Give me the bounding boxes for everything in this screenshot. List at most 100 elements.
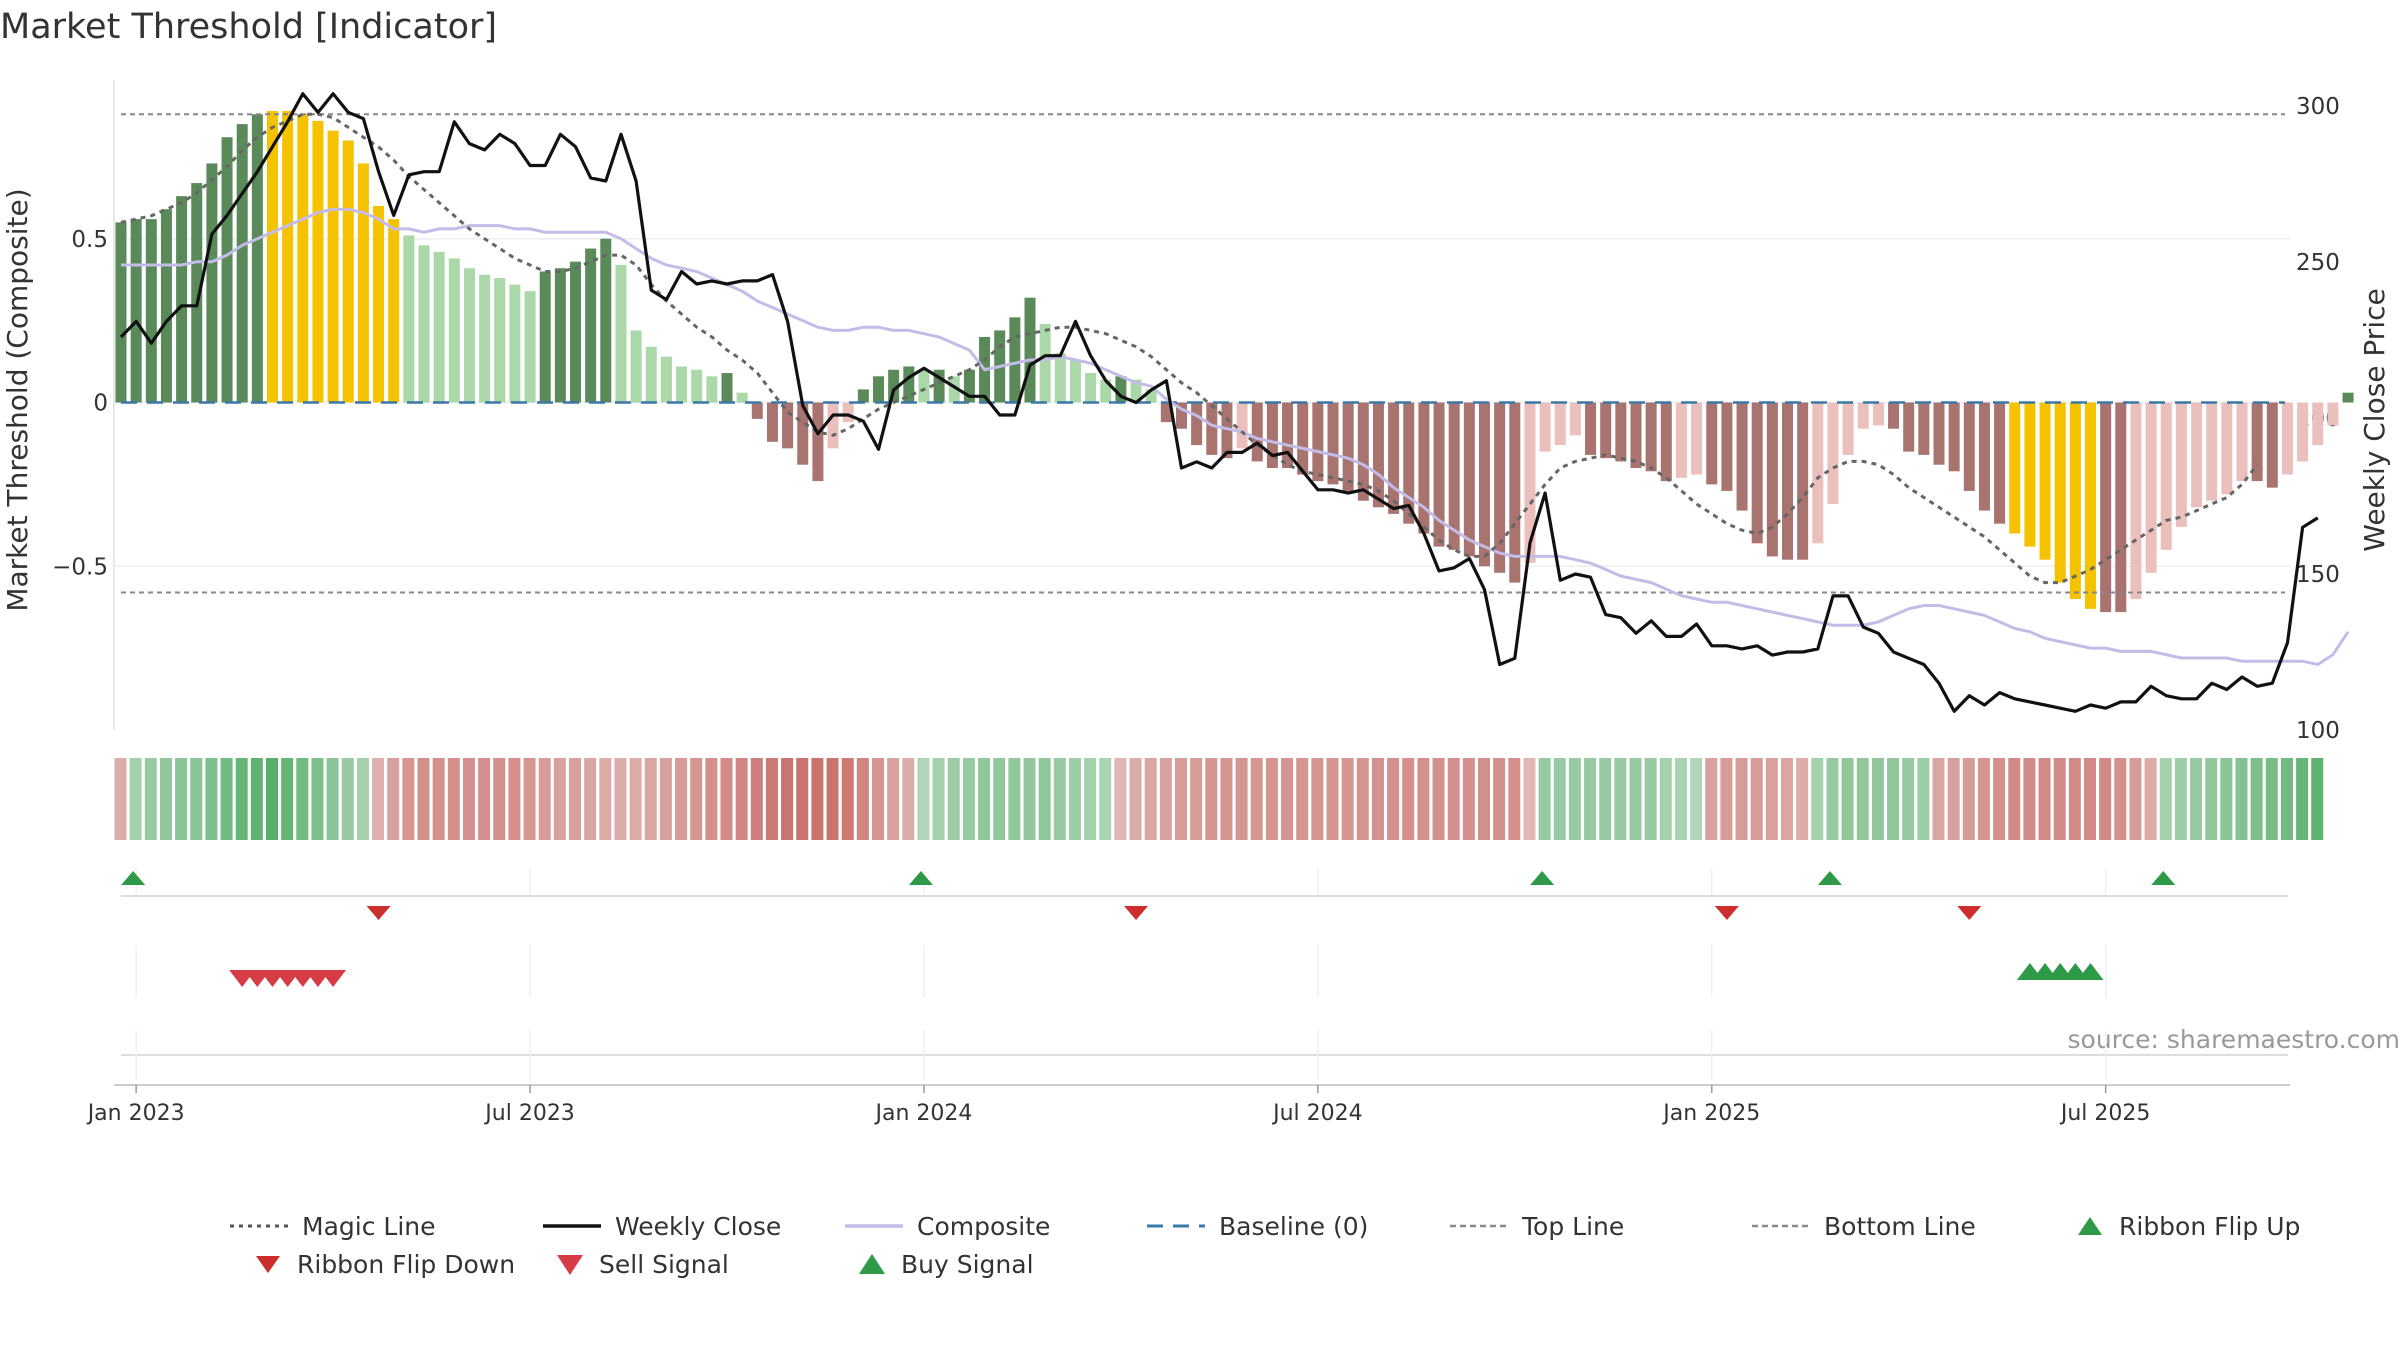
ribbon-cell bbox=[644, 758, 657, 840]
ribbon-cell bbox=[1493, 758, 1506, 840]
ribbon-cell bbox=[1371, 758, 1384, 840]
ribbon-cell bbox=[1796, 758, 1809, 840]
composite-bar bbox=[160, 209, 172, 403]
composite-bar bbox=[1357, 402, 1369, 501]
ribbon-cell bbox=[311, 758, 324, 840]
ribbon-flip-down-marker bbox=[366, 906, 391, 920]
solid-line-swatch-icon bbox=[543, 1224, 601, 1228]
composite-bar bbox=[1388, 402, 1400, 514]
composite-bar bbox=[282, 111, 294, 403]
ribbon-cell bbox=[2190, 758, 2203, 840]
source-note: source: sharemaestro.com bbox=[2068, 1025, 2400, 1054]
ribbon-cell bbox=[1644, 758, 1657, 840]
legend-item-top-line: Top Line bbox=[1450, 1210, 1624, 1242]
legend-item-baseline: Baseline (0) bbox=[1147, 1210, 1368, 1242]
ribbon-cell bbox=[2235, 758, 2248, 840]
ribbon-cell bbox=[1553, 758, 1566, 840]
ribbon-cell bbox=[917, 758, 930, 840]
composite-bar bbox=[1994, 402, 2006, 524]
dotted-line-swatch-icon bbox=[230, 1224, 288, 1228]
left-tick-label: 0.5 bbox=[71, 227, 108, 253]
ribbon-cell bbox=[266, 758, 278, 840]
ribbon-cell bbox=[887, 758, 900, 840]
ribbon-cell bbox=[2220, 758, 2233, 840]
composite-bar bbox=[1948, 402, 1960, 472]
composite-bar bbox=[1963, 402, 1975, 491]
ribbon-cell bbox=[478, 758, 491, 840]
legend-label: Ribbon Flip Down bbox=[297, 1249, 516, 1279]
ribbon-cell bbox=[1568, 758, 1581, 840]
ribbon-cell bbox=[781, 758, 794, 840]
ribbon-cell bbox=[1159, 758, 1172, 840]
ribbon-cell bbox=[1447, 758, 1460, 840]
ribbon-cell bbox=[1402, 758, 1415, 840]
composite-bar bbox=[2100, 402, 2112, 613]
composite-bar bbox=[1115, 376, 1127, 403]
ribbon-cell bbox=[1084, 758, 1097, 840]
composite-bar bbox=[2115, 402, 2127, 613]
ribbon-cell bbox=[1856, 758, 1869, 840]
right-tick-label: 150 bbox=[2296, 562, 2340, 588]
ribbon-cell bbox=[1432, 758, 1445, 840]
legend-label: Bottom Line bbox=[1824, 1211, 1976, 1241]
ribbon-cell bbox=[1887, 758, 1900, 840]
ribbon-cell bbox=[1205, 758, 1218, 840]
legend-item-ribbon-flip-down: Ribbon Flip Down bbox=[253, 1248, 515, 1280]
composite-bar bbox=[191, 183, 203, 403]
ribbon-flip-down-marker bbox=[1124, 906, 1149, 920]
ribbon-cell bbox=[114, 758, 127, 840]
ribbon-cell bbox=[584, 758, 597, 840]
composite-bar bbox=[509, 284, 521, 403]
composite-bar bbox=[1327, 402, 1339, 485]
composite-bar bbox=[2191, 402, 2203, 508]
composite-bar bbox=[1479, 402, 1490, 567]
composite-bar bbox=[1842, 402, 1854, 455]
composite-bar bbox=[2039, 402, 2051, 560]
composite-bar bbox=[1585, 402, 1597, 455]
ribbon-cell bbox=[159, 758, 172, 840]
composite-bar bbox=[660, 356, 672, 403]
composite-bar bbox=[2342, 392, 2354, 403]
x-tick-label: Jan 2025 bbox=[1661, 1101, 1760, 1126]
line-swatch-icon bbox=[845, 1224, 903, 1228]
ribbon-cell bbox=[296, 758, 309, 840]
composite-bar bbox=[2175, 402, 2187, 527]
ribbon-cell bbox=[281, 758, 294, 840]
right-tick-label: 300 bbox=[2296, 94, 2340, 120]
composite-bar bbox=[115, 222, 127, 403]
composite-bar bbox=[2085, 402, 2096, 609]
ribbon-cell bbox=[493, 758, 506, 840]
composite-bar bbox=[1024, 297, 1036, 403]
ribbon-cell bbox=[856, 758, 869, 840]
composite-bar bbox=[2206, 402, 2218, 501]
ribbon-cell bbox=[190, 758, 203, 840]
composite-bar bbox=[1191, 402, 1203, 446]
composite-bar bbox=[1221, 402, 1233, 459]
ribbon-cell bbox=[705, 758, 718, 840]
composite-bar bbox=[842, 402, 854, 423]
ribbon-cell bbox=[1068, 758, 1081, 840]
ribbon-cell bbox=[2008, 758, 2021, 840]
ribbon-cell bbox=[1720, 758, 1733, 840]
ribbon-cell bbox=[2280, 758, 2293, 840]
dotted-line-swatch-icon bbox=[1450, 1224, 1508, 1228]
composite-bar bbox=[948, 376, 960, 403]
ribbon-cell bbox=[2250, 758, 2263, 840]
ribbon-cell bbox=[341, 758, 354, 840]
composite-bar bbox=[1812, 402, 1824, 544]
ribbon-cell bbox=[2174, 758, 2187, 840]
ribbon-cell bbox=[796, 758, 809, 840]
ribbon-cell bbox=[735, 758, 748, 840]
ribbon-cell bbox=[1523, 758, 1536, 840]
ribbon-cell bbox=[402, 758, 415, 840]
ribbon-cell bbox=[1841, 758, 1854, 840]
composite-bar bbox=[2281, 402, 2293, 475]
composite-bar bbox=[1766, 402, 1778, 557]
composite-bar bbox=[1554, 402, 1566, 446]
composite-bar bbox=[448, 258, 460, 403]
ribbon-cell bbox=[538, 758, 551, 840]
composite-bar bbox=[2160, 402, 2172, 550]
composite-bar bbox=[888, 369, 900, 403]
magic-line bbox=[120, 112, 2259, 585]
